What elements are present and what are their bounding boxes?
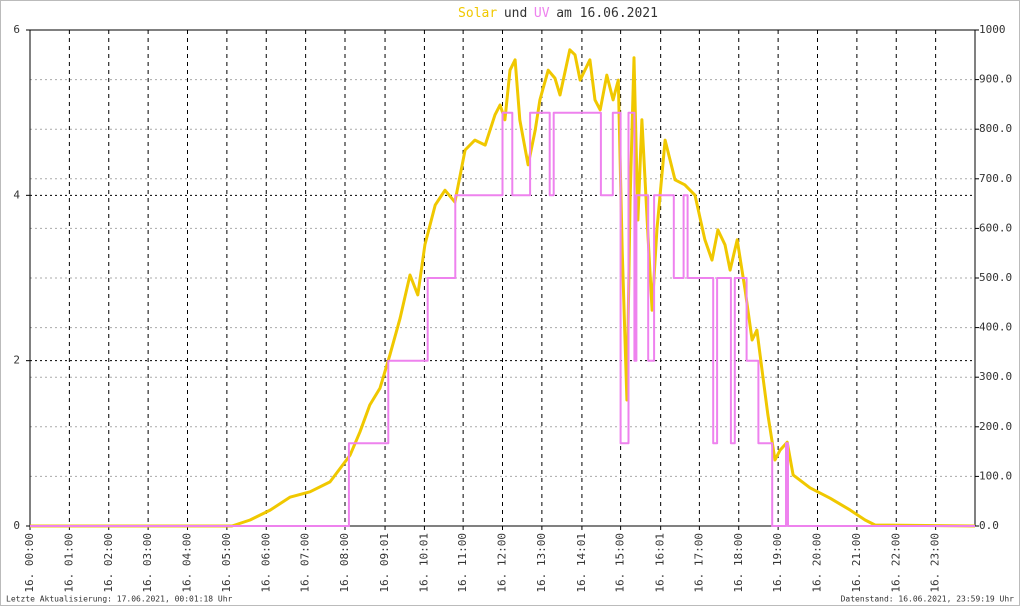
title-date: am 16.06.2021 xyxy=(556,6,658,21)
y2-tick-label: 600.0 xyxy=(979,221,1012,234)
x-tick-label: 16. 08:00 xyxy=(338,533,351,593)
footer-left: Letzte Aktualisierung: 17.06.2021, 00:01… xyxy=(6,595,233,604)
x-tick-label: 16. 02:00 xyxy=(102,533,115,593)
y2-tick-label: 500.0 xyxy=(979,271,1012,284)
y-tick-label: 4 xyxy=(13,188,20,201)
y2-tick-label: 1000 xyxy=(979,23,1006,36)
x-tick-label: 16. 03:00 xyxy=(141,533,154,593)
y2-tick-label: 900.0 xyxy=(979,73,1012,86)
y-tick-label: 0 xyxy=(13,519,20,532)
x-tick-label: 16. 16:01 xyxy=(654,533,667,593)
y2-tick-label: 400.0 xyxy=(979,321,1012,334)
x-tick-label: 16. 21:00 xyxy=(850,533,863,593)
y2-tick-label: 700.0 xyxy=(979,172,1012,185)
series-line xyxy=(30,48,976,528)
x-tick-label: 16. 14:01 xyxy=(575,533,588,593)
x-tick-label: 16. 04:00 xyxy=(181,533,194,593)
x-tick-label: 16. 15:00 xyxy=(614,533,627,593)
x-tick-label: 16. 19:00 xyxy=(771,533,784,593)
y-tick-label: 2 xyxy=(13,354,20,367)
x-tick-label: 16. 22:00 xyxy=(889,533,902,593)
x-tick-label: 16. 23:00 xyxy=(929,533,942,593)
footer-right: Datenstand: 16.06.2021, 23:59:19 Uhr xyxy=(841,595,1015,604)
plot-frame xyxy=(29,29,976,527)
y2-tick-label: 300.0 xyxy=(979,370,1012,383)
x-tick-label: 16. 12:00 xyxy=(496,533,509,593)
x-tick-label: 16. 18:00 xyxy=(732,533,745,593)
x-tick-label: 16. 06:00 xyxy=(259,533,272,593)
y2-tick-label: 0.0 xyxy=(979,519,999,532)
y-tick-label: 6 xyxy=(13,23,20,36)
y2-tick-label: 800.0 xyxy=(979,122,1012,135)
x-tick-label: 16. 17:00 xyxy=(692,533,705,593)
x-tick-label: 16. 05:00 xyxy=(220,533,233,593)
x-tick-label: 16. 00:00 xyxy=(23,533,36,593)
x-tick-label: 16. 20:00 xyxy=(811,533,824,593)
series-line xyxy=(30,111,975,527)
title-join: und xyxy=(504,6,527,21)
x-tick-label: 16. 01:00 xyxy=(62,533,75,593)
title-uv: UV xyxy=(534,6,550,21)
y2-tick-label: 200.0 xyxy=(979,420,1012,433)
y2-tick-label: 100.0 xyxy=(979,469,1012,482)
chart-title: Solar und UV am 16.06.2021 xyxy=(458,6,658,21)
title-solar: Solar xyxy=(458,6,497,21)
x-tick-label: 16. 11:00 xyxy=(456,533,469,593)
x-tick-label: 16. 13:00 xyxy=(535,533,548,593)
x-tick-label: 16. 10:01 xyxy=(417,533,430,593)
x-tick-label: 16. 07:00 xyxy=(299,533,312,593)
x-tick-label: 16. 09:01 xyxy=(378,533,391,593)
